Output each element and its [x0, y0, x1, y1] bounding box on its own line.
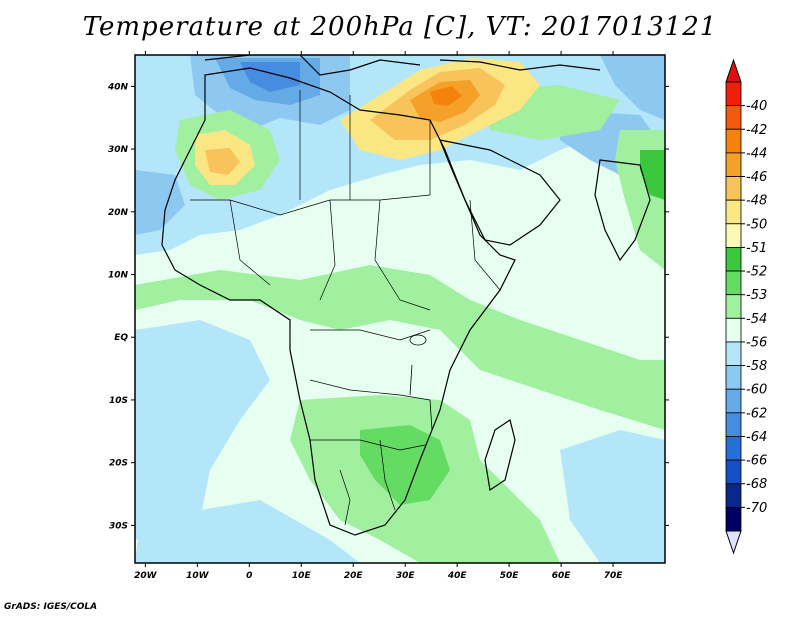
- lon-tick-label: 0: [246, 571, 252, 581]
- colorbar-label: -40: [746, 99, 767, 114]
- coastlines: [161, 55, 651, 536]
- colorbar-label: -56: [746, 335, 767, 350]
- colorbar-segment: [725, 436, 742, 461]
- lat-tick-label: 20S: [109, 459, 128, 469]
- madagascar: [484, 419, 516, 492]
- field-blue-ne: [600, 55, 665, 120]
- map-title: Temperature at 200hPa [C], VT: 201701312…: [82, 12, 718, 42]
- colorbar-label: -68: [746, 477, 767, 492]
- plot-frame: [134, 54, 666, 564]
- lon-tick-label: 60E: [552, 571, 572, 581]
- lon-tick-label: 20E: [344, 571, 364, 581]
- temperature-field: [135, 55, 665, 563]
- colorbar-segment: [725, 459, 742, 485]
- field-blue-se: [560, 430, 665, 563]
- colorbar-segment: [725, 247, 742, 272]
- colorbar: -40 -42 -44 -46 -48 -50 -51 -52 -53 -54 -56 -58 -60 -…: [725, 58, 767, 555]
- field-orange-nw: [205, 148, 240, 175]
- colorbar-label: -44: [746, 146, 767, 161]
- colorbar-segment: [725, 506, 742, 532]
- lat-tick-label: 30N: [108, 145, 129, 155]
- colorbar-label: -58: [746, 359, 767, 374]
- lat-tick-label: EQ: [114, 333, 128, 343]
- colorbar-label: -66: [746, 454, 767, 469]
- india: [594, 159, 651, 262]
- field-blue-s: [135, 500, 360, 563]
- colorbar-segment: [725, 176, 742, 201]
- field-orange-ne-peak: [430, 86, 462, 106]
- colorbar-label: -51: [746, 241, 767, 256]
- lake-tanganyika: [409, 364, 413, 396]
- field-green-mid: [135, 265, 665, 430]
- field-green-south-core: [360, 425, 450, 505]
- colorbar-label: -62: [746, 406, 767, 421]
- colorbar-label: -48: [746, 194, 767, 209]
- colorbar-label: -52: [746, 265, 767, 280]
- colorbar-label: -70: [746, 501, 767, 516]
- arabia: [439, 139, 561, 246]
- lat-tick-label: 30S: [109, 521, 128, 531]
- lon-tick-label: 50E: [500, 571, 520, 581]
- lon-tick-label: 70E: [604, 571, 624, 581]
- colorbar-label: -60: [746, 383, 767, 398]
- colorbar-segment: [725, 81, 742, 107]
- colorbar-segment: [725, 199, 742, 225]
- latitude-ticks: 40N 30N 20N 10N EQ 10S 20S 30S: [107, 82, 669, 531]
- colorbar-segment: [725, 317, 742, 343]
- lon-tick-label: 10E: [292, 571, 312, 581]
- colorbar-segment: [725, 128, 742, 154]
- colorbar-label: -50: [746, 217, 767, 232]
- lake-malawi: [429, 399, 433, 431]
- lat-tick-label: 40N: [107, 82, 129, 92]
- colorbar-label: -46: [746, 170, 767, 185]
- colorbar-segment: [725, 152, 742, 177]
- colorbar-segment: [725, 483, 742, 508]
- colorbar-segment: [725, 365, 742, 390]
- lat-tick-label: 20N: [108, 208, 129, 218]
- colorbar-segment: [725, 270, 742, 296]
- lakes: [409, 334, 433, 431]
- lat-tick-label: 10S: [109, 396, 128, 406]
- colorbar-segment: [725, 294, 742, 319]
- colorbar-top-arrow: [725, 58, 742, 83]
- colorbar-segment: [725, 388, 742, 414]
- lon-tick-label: 40E: [447, 571, 468, 581]
- field-blue-sw: [135, 320, 270, 540]
- africa-coastline: [161, 67, 516, 536]
- longitude-ticks: 20W 10W 0 10E 20E 30E 40E 50E 60E 70E: [134, 51, 623, 581]
- grads-credit: GrADS: IGES/COLA: [4, 602, 98, 612]
- lon-tick-label: 10W: [186, 571, 210, 581]
- colorbar-segment: [725, 105, 742, 130]
- field-green-e-core: [640, 150, 665, 200]
- lon-tick-label: 20W: [134, 571, 158, 581]
- colorbar-segment: [725, 223, 742, 248]
- lat-tick-label: 10N: [108, 271, 129, 281]
- colorbar-label: -53: [746, 288, 767, 303]
- lon-tick-label: 30E: [396, 571, 416, 581]
- colorbar-bottom-arrow: [725, 530, 742, 555]
- colorbar-label: -54: [746, 312, 767, 327]
- colorbar-segment: [725, 412, 742, 437]
- colorbar-label: -64: [746, 430, 767, 445]
- lake-victoria: [409, 334, 427, 346]
- europe: [204, 55, 601, 76]
- colorbar-label: -42: [746, 123, 767, 138]
- colorbar-segment: [725, 341, 742, 366]
